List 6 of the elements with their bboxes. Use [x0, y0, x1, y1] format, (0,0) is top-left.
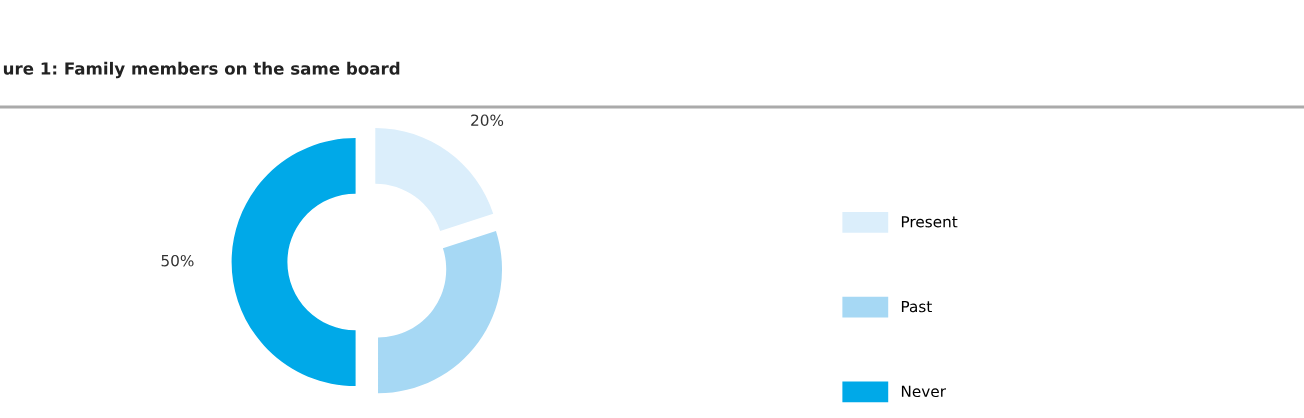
legend-label: Past: [901, 300, 932, 313]
legend-label: Present: [901, 216, 958, 228]
data-label: 20%: [471, 114, 504, 126]
legend-label: Never: [901, 385, 946, 398]
data-label: 50%: [161, 254, 194, 267]
chart-title: ure 1: Family members on the same board: [3, 61, 400, 79]
